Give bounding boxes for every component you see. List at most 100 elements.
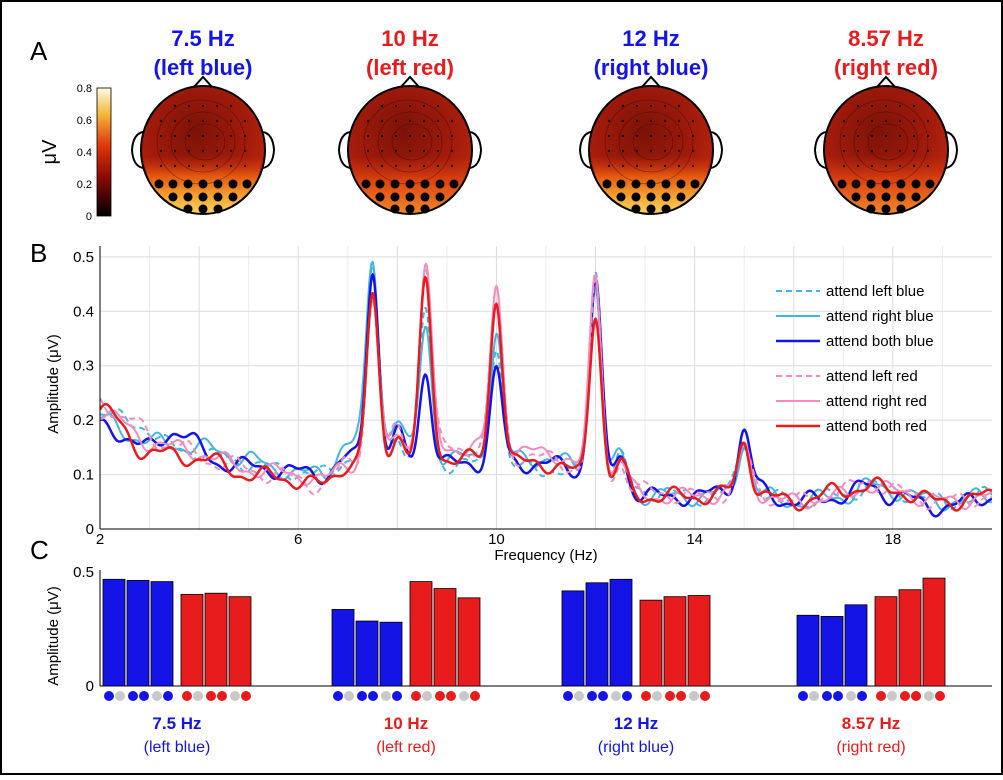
topomap-roi-electrode — [851, 192, 861, 202]
condition-dot — [665, 691, 675, 701]
topomap-sensor — [621, 134, 625, 138]
topomap-roi-electrode — [866, 179, 876, 189]
topomap-sensor — [408, 134, 412, 138]
topomap-sensor — [677, 164, 681, 168]
condition-dot — [193, 691, 203, 701]
bar — [585, 582, 609, 687]
condition-dot — [876, 691, 886, 701]
topomap-roi-electrode — [646, 192, 656, 202]
topomap-sensor — [663, 164, 667, 168]
topomap-sensor — [898, 164, 902, 168]
topomap-sensor — [856, 119, 860, 123]
topomap-roi-electrode — [925, 179, 935, 189]
condition-dot — [809, 691, 819, 701]
topomap-sensor — [215, 119, 219, 123]
topomap-sensor — [215, 164, 219, 168]
topomap-sensor — [450, 119, 454, 123]
topomap-sensor — [884, 164, 888, 168]
topomap-sensor — [422, 119, 426, 123]
topomap-sensor — [201, 134, 205, 138]
topomap-nose — [399, 75, 421, 89]
topomap-contour — [170, 111, 236, 173]
topomap-roi-electrode — [837, 179, 847, 189]
condition-dot — [139, 691, 149, 701]
topomap-sensor — [243, 119, 247, 123]
panel-letter-a: A — [30, 36, 48, 66]
topomap-sensor — [243, 149, 247, 153]
group-label-freq: 8.57 Hz — [842, 714, 901, 733]
topomap-sensor — [635, 119, 639, 123]
topomap-sensor — [856, 134, 860, 138]
y-tick-label: 0 — [86, 521, 94, 538]
condition-dot — [435, 691, 445, 701]
topomap-head-outline — [823, 85, 949, 215]
group-label-freq: 12 Hz — [614, 714, 658, 733]
bar-groups: 7.5 Hz (left blue) 10 Hz (left red) 12 Hz (ri… — [102, 577, 946, 756]
topomap-nose — [640, 75, 662, 89]
topomap-sensor — [884, 149, 888, 153]
topomap-roi-electrode — [616, 192, 626, 202]
topomap-sensor — [926, 164, 930, 168]
y-tick-label: 0.5 — [73, 564, 94, 581]
topomap-roi-electrode — [661, 179, 671, 189]
topomap-nose — [192, 75, 214, 89]
condition-dot — [822, 691, 832, 701]
topomap-sensor — [621, 164, 625, 168]
bar — [457, 597, 481, 687]
topomap-sensor — [842, 134, 846, 138]
group-label-target: (right red) — [836, 739, 905, 756]
topomap-roi-electrode — [881, 179, 891, 189]
topomap-sensor — [607, 149, 611, 153]
topomap-sensor — [187, 104, 191, 108]
topomap-sensor — [394, 134, 398, 138]
topomap-sensor — [450, 149, 454, 153]
topomap-sensor — [870, 164, 874, 168]
bar — [609, 578, 633, 687]
topomap-roi-electrode — [183, 204, 193, 214]
topomap-sensor — [649, 119, 653, 123]
topomap-roi-electrode — [631, 204, 641, 214]
grid — [100, 246, 992, 529]
topomap-sensor — [187, 149, 191, 153]
bar — [433, 588, 457, 687]
topomap-roi-electrode — [866, 192, 876, 202]
topomap-sensor — [635, 104, 639, 108]
topomap-sensor — [422, 134, 426, 138]
condition-dot — [833, 691, 843, 701]
topomap-contour — [391, 123, 433, 161]
topomap-sensor — [422, 164, 426, 168]
topomap-roi-electrode — [405, 179, 415, 189]
topomap-sensor — [380, 119, 384, 123]
x-tick-label: 10 — [488, 531, 505, 548]
topomap-sensor — [663, 104, 667, 108]
condition-dot — [574, 691, 584, 701]
condition-dot — [641, 691, 651, 701]
topomap-sensor — [201, 119, 205, 123]
spectrum-line — [100, 262, 992, 511]
bar — [820, 616, 844, 687]
topomap-sensor — [408, 119, 412, 123]
panel-letter-b: B — [30, 238, 47, 268]
topomap-sensor — [926, 134, 930, 138]
bar — [922, 577, 946, 687]
topomap-sensor — [380, 134, 384, 138]
topomap-sensor — [187, 134, 191, 138]
topomap-roi-electrode — [405, 192, 415, 202]
topomap-sensor — [173, 164, 177, 168]
topomap-sensor — [159, 164, 163, 168]
topomap-contour — [184, 123, 226, 161]
condition-dot — [846, 691, 856, 701]
topomap-sensor — [884, 104, 888, 108]
colorbar-gradient — [96, 87, 112, 217]
bar-group: 10 Hz (left red) — [331, 581, 481, 756]
topomap-roi-electrode — [690, 179, 700, 189]
topomap-sensor — [366, 119, 370, 123]
spectrum-line — [100, 273, 992, 518]
condition-dot — [182, 691, 192, 701]
topomap-roi-electrode — [375, 192, 385, 202]
bar — [409, 581, 433, 687]
topomap-sensor — [201, 149, 205, 153]
spectrum-line — [100, 260, 992, 512]
topomap-sensor — [621, 149, 625, 153]
